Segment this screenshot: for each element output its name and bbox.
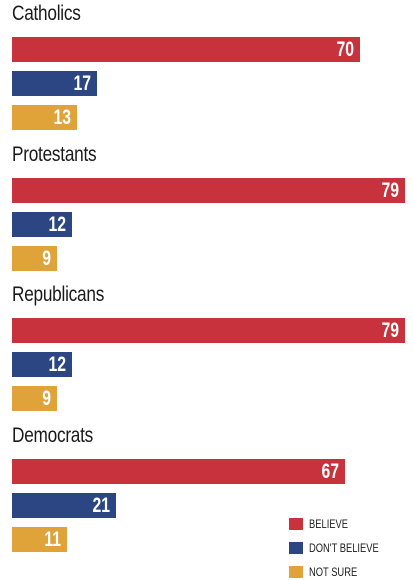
bar-republicans-believe [12,318,405,343]
category-label-democrats: Democrats [12,424,94,447]
bar-protestants-don-t-believe [12,212,72,237]
legend-label-dont-believe: DON'T BELIEVE [309,541,379,555]
bar-catholics-not-sure [12,105,77,130]
category-label-protestants: Protestants [12,143,97,166]
bar-democrats-don-t-believe [12,493,116,518]
legend-swatch-dont-believe [289,542,303,554]
bar-value-label: 70 [336,38,354,61]
bar-catholics-believe [12,37,360,62]
category-label-republicans: Republicans [12,283,105,306]
bar-republicans-don-t-believe [12,352,72,377]
bar-democrats-believe [12,459,345,484]
bar-value-label: 12 [48,213,66,236]
bar-value-label: 79 [381,319,399,342]
legend-swatch-not-sure [289,566,303,578]
bar-value-label: 79 [381,179,399,202]
legend-label-believe: BELIEVE [309,517,349,531]
bar-value-label: 9 [42,247,51,270]
bar-value-label: 67 [321,460,339,483]
bar-protestants-not-sure [12,246,57,271]
bar-value-label: 17 [73,72,91,95]
bar-protestants-believe [12,178,405,203]
bar-catholics-don-t-believe [12,71,97,96]
bar-value-label: 13 [53,106,71,129]
bar-value-label: 11 [44,528,61,551]
legend-swatch-believe [289,518,303,530]
category-label-catholics: Catholics [12,2,81,25]
bar-democrats-not-sure [12,527,67,552]
legend-label-not-sure: NOT SURE [309,565,358,579]
bar-value-label: 9 [42,387,51,410]
bar-republicans-not-sure [12,386,57,411]
bar-value-label: 12 [48,353,66,376]
bar-value-label: 21 [92,494,110,517]
